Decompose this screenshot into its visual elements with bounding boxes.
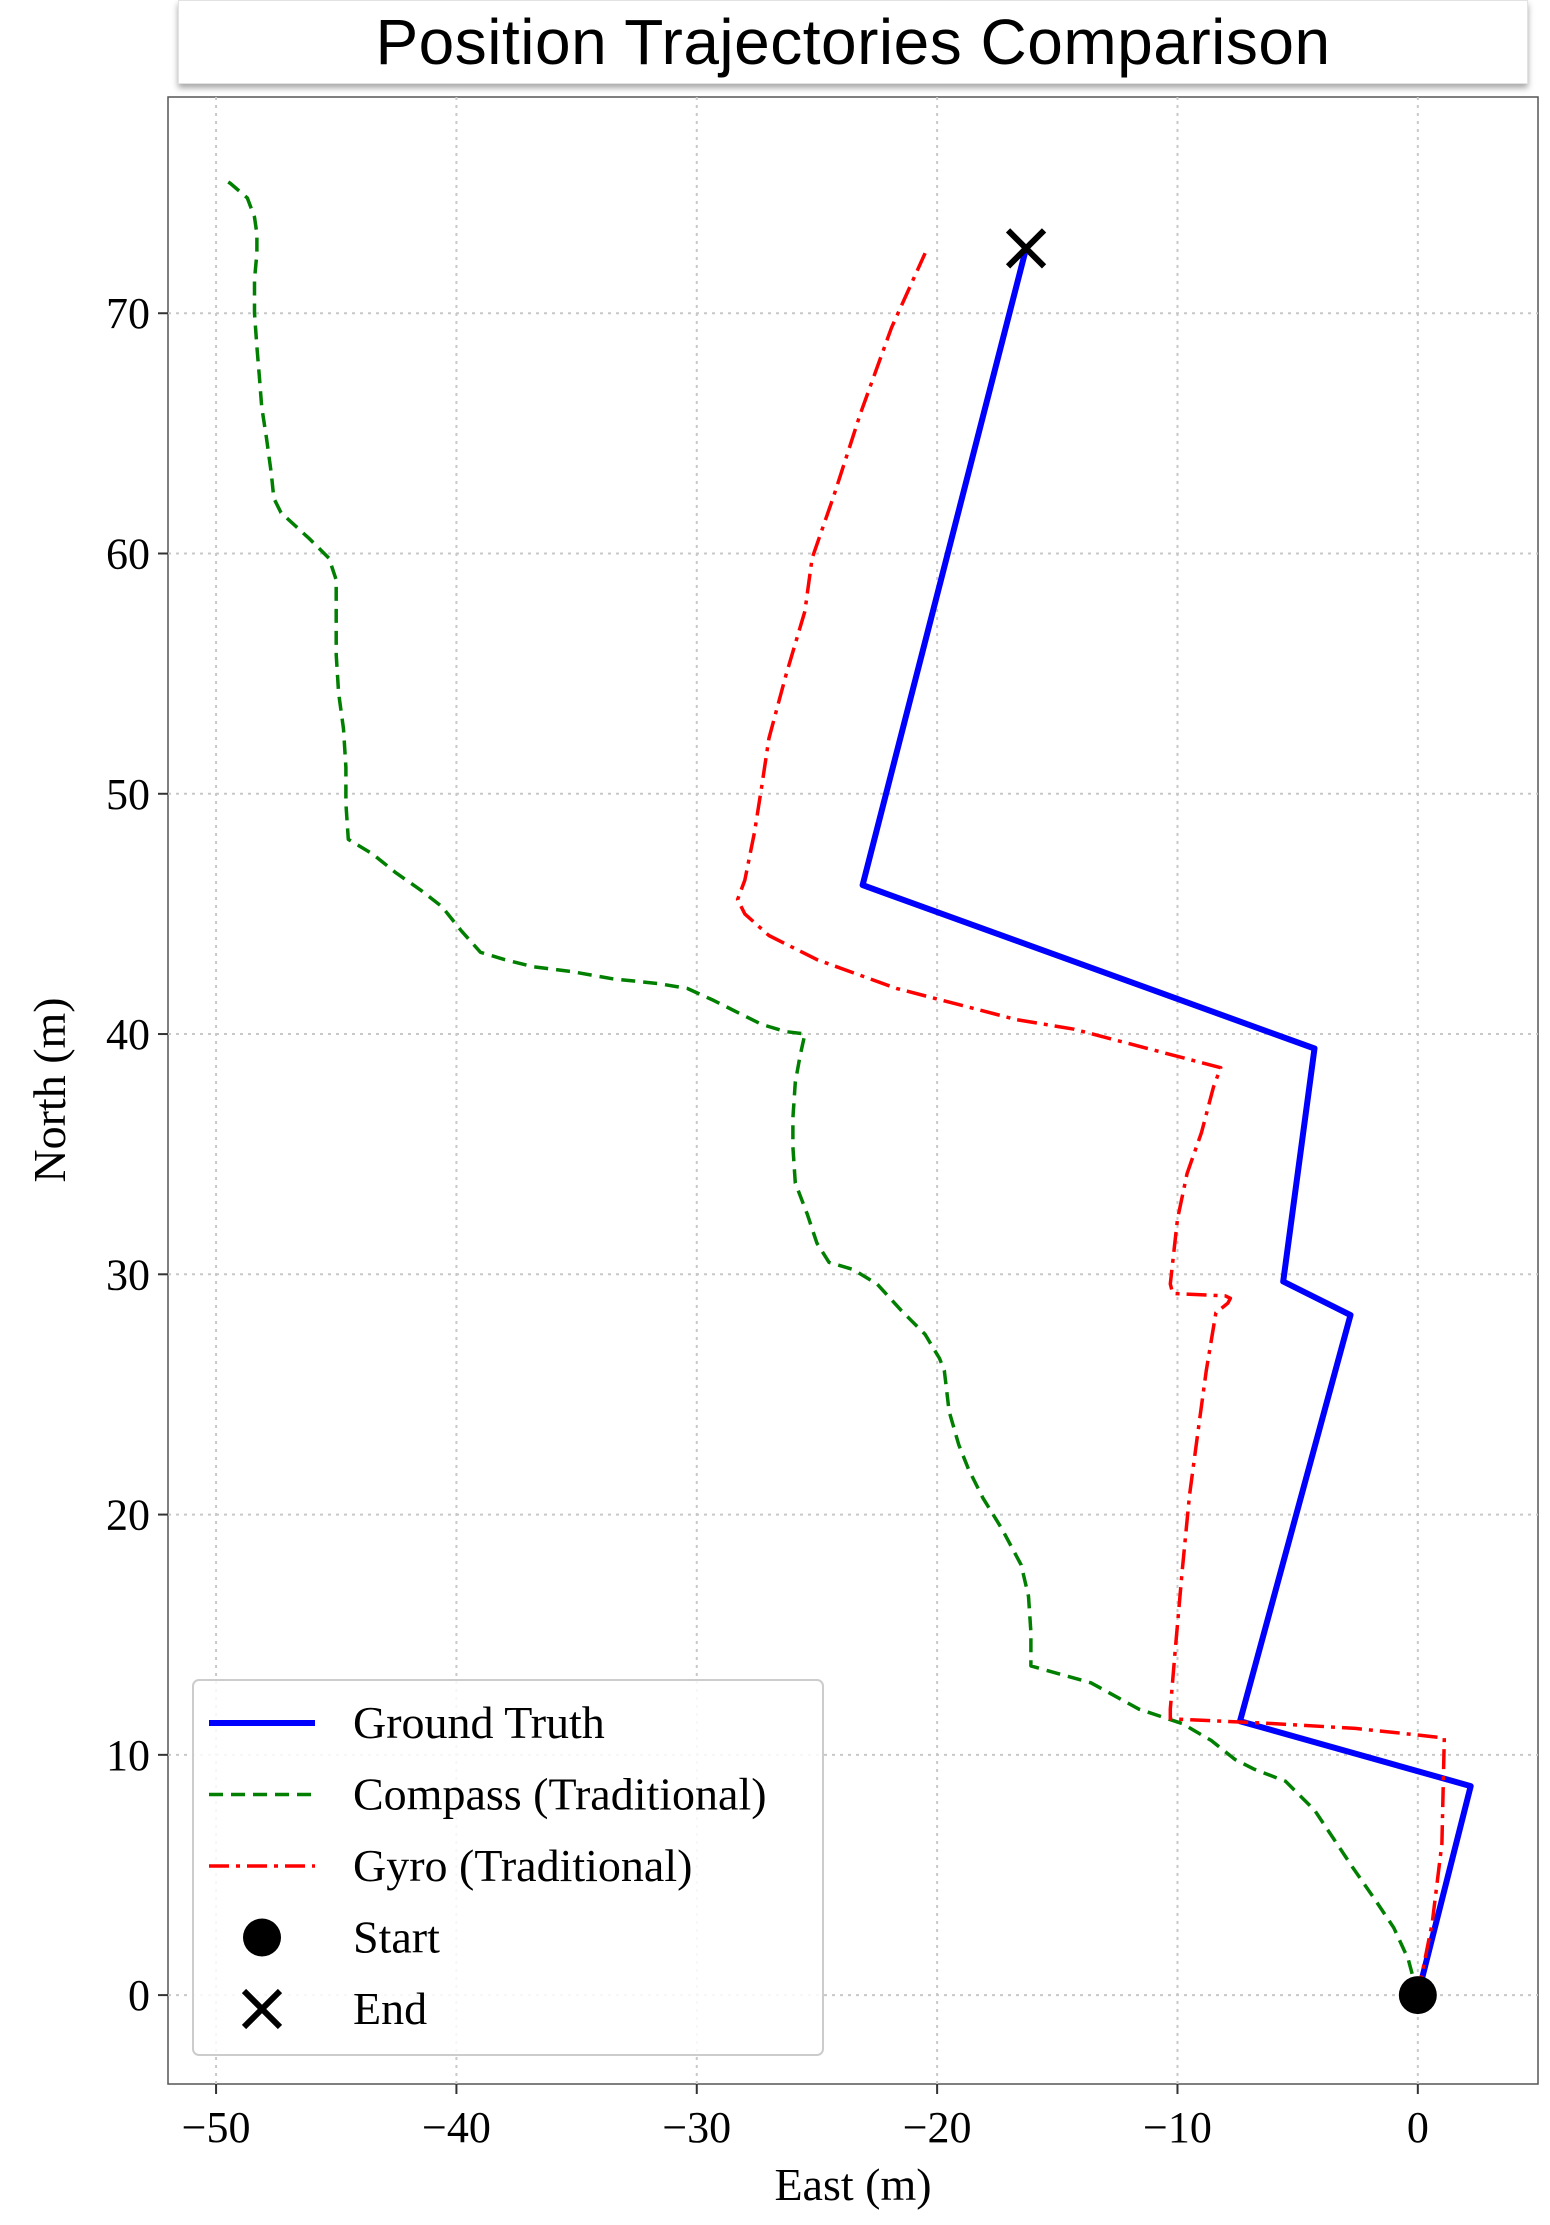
chart-title: Position Trajectories Comparison	[375, 6, 1331, 78]
end-marker	[1005, 228, 1047, 269]
legend-label: Ground Truth	[353, 1697, 605, 1748]
x-tick-label: 0	[1407, 2103, 1429, 2152]
y-tick-label: 20	[106, 1491, 150, 1540]
legend-label: Start	[353, 1912, 440, 1963]
legend-box	[192, 1679, 824, 2056]
legend-label: End	[353, 1983, 427, 2034]
legend-label: Gyro (Traditional)	[353, 1840, 692, 1891]
chart-title-box: Position Trajectories Comparison	[178, 0, 1528, 84]
x-tick-label: −40	[422, 2103, 491, 2152]
start-marker	[1398, 1976, 1437, 2015]
x-tick-label: −20	[903, 2103, 972, 2152]
y-axis-label: North (m)	[24, 997, 75, 1182]
x-axis-label: East (m)	[774, 2159, 931, 2210]
x-tick-label: −10	[1143, 2103, 1212, 2152]
series-group	[222, 177, 1474, 1996]
axis-ticks: −50 −40 −30 −20 −10 0 0 10 20 30 40 50 60 70	[106, 289, 1429, 2152]
legend-start-marker	[243, 1918, 281, 1957]
marker-group	[1005, 228, 1437, 2015]
y-tick-label: 0	[128, 1971, 150, 2020]
legend-end-marker	[241, 1988, 283, 2030]
gyro-traditional-line	[735, 252, 1447, 1996]
y-tick-label: 50	[106, 770, 150, 819]
y-tick-label: 30	[106, 1250, 150, 1299]
compass-traditional-line	[222, 177, 1420, 1996]
y-tick-label: 70	[106, 289, 150, 338]
legend: Ground Truth Compass (Traditional) Gyro (T…	[192, 1679, 824, 2056]
y-tick-label: 60	[106, 530, 150, 579]
legend-label: Compass (Traditional)	[353, 1769, 767, 1820]
x-tick-label: −30	[662, 2103, 731, 2152]
x-tick-label: −50	[182, 2103, 251, 2152]
y-tick-label: 40	[106, 1010, 150, 1059]
grid	[168, 97, 1538, 2084]
ground-truth-line	[859, 247, 1474, 1996]
y-tick-label: 10	[106, 1731, 150, 1780]
